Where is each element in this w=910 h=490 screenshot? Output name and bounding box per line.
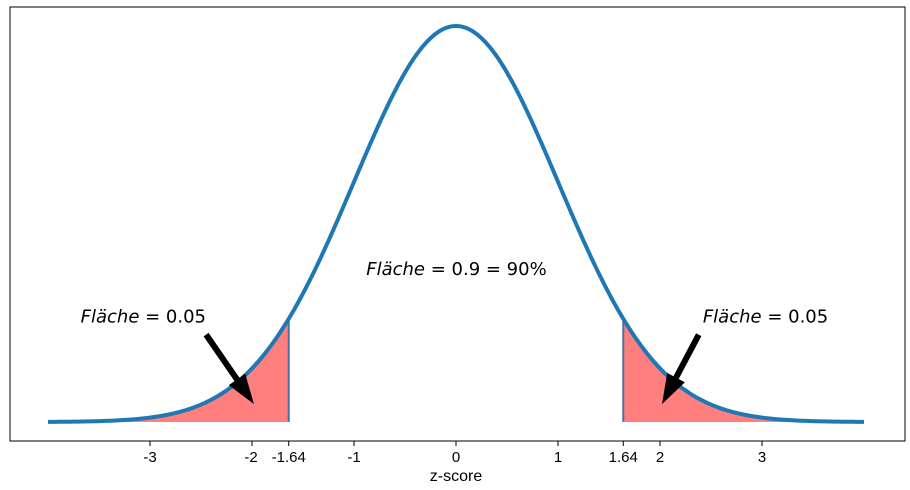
annotation-right: Fläche = 0.05 — [703, 307, 828, 328]
x-tick-label: 1.64 — [609, 449, 638, 466]
pdf-curve — [47, 24, 865, 424]
x-tick-label: -1 — [347, 449, 360, 466]
x-axis-label: z-score — [430, 468, 483, 485]
x-tick-label: 2 — [656, 449, 664, 466]
x-ticks: -3 -2 -1.64 -1 0 1 1.64 2 3 — [143, 441, 766, 466]
x-tick-label: -3 — [143, 449, 156, 466]
curve-layer — [47, 24, 865, 424]
annotations: Fläche = 0.05 Fläche = 0.9 = 90% Fläche = … — [81, 259, 828, 405]
annotation-arrow-left — [203, 332, 254, 405]
plot-frame — [9, 6, 906, 442]
shaded-region-left — [48, 318, 289, 422]
annotation-arrow-right — [662, 333, 702, 405]
shaded-region-right — [623, 318, 864, 422]
x-tick-label: 1 — [554, 449, 562, 466]
annotation-center: Fläche = 0.9 = 90% — [366, 259, 546, 280]
annotation-left: Fläche = 0.05 — [81, 307, 206, 328]
x-tick-label: 0 — [452, 449, 460, 466]
x-tick-label: 3 — [758, 449, 766, 466]
x-tick-label: -2 — [244, 449, 257, 466]
x-tick-label: -1.64 — [272, 449, 306, 466]
shaded-regions — [48, 318, 864, 422]
